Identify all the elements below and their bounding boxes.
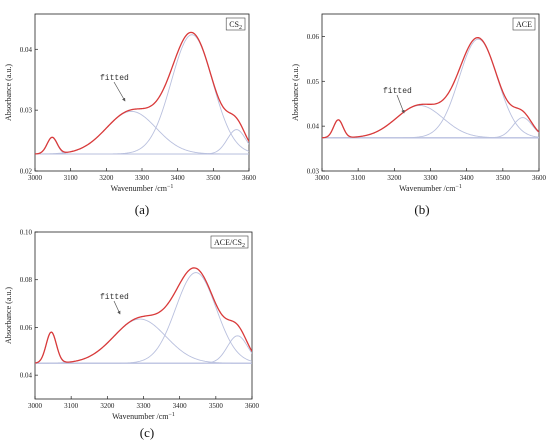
fitted-arrow (113, 81, 126, 102)
x-tick-label: 3000 (28, 402, 43, 410)
fitted-annotation: fitted (100, 74, 129, 83)
y-tick-label: 0.08 (20, 276, 33, 284)
fitted-sum-line (35, 267, 252, 364)
chart-panel-2: 3000 3100 3200 3300 3400 3500 3600 0.03 0.04 0.05… (291, 13, 547, 217)
x-tick-label: 3400 (171, 174, 186, 182)
curves (322, 36, 539, 139)
legend-box (225, 17, 246, 31)
chart-panel-1: 3000 3100 3200 3300 3400 3500 3600 0.02 0.03 0.04… (4, 13, 257, 217)
fitted-arrow (396, 94, 405, 114)
x-axis-title: Wavenumber /cm−1 (112, 412, 175, 421)
x-tick-label: 3300 (424, 174, 439, 182)
x-tick-label: 3300 (137, 402, 152, 410)
component-peak-4 (35, 335, 252, 364)
x-axis-title-exponent: −1 (456, 184, 462, 190)
component-peak-2 (35, 318, 252, 364)
panel-caption: (c) (140, 425, 154, 440)
x-tick-label: 3100 (64, 402, 79, 410)
y-tick-label: 0.04 (307, 123, 320, 131)
legend-box (210, 235, 249, 249)
legend-label: ACE (516, 20, 532, 29)
x-axis-title: Wavenumber /cm−1 (111, 184, 174, 193)
x-tick-label: 3200 (100, 402, 115, 410)
fitted-annotation: fitted (383, 87, 412, 96)
plot-frame (321, 13, 540, 172)
fitted-sum-line (322, 36, 539, 139)
fitted-sum-line (35, 31, 249, 155)
x-axis-title-exponent: −1 (169, 412, 175, 418)
y-tick-label: 0.04 (20, 372, 33, 380)
x-tick-label: 3600 (242, 174, 257, 182)
y-tick-label: 0.05 (307, 78, 320, 86)
panel-caption: (a) (135, 202, 149, 217)
y-axis-title: Absorbance (a.u.) (4, 64, 13, 121)
component-peak-1 (322, 119, 539, 139)
x-tick-label: 3600 (532, 174, 547, 182)
x-tick-label: 3300 (135, 174, 150, 182)
plot-frame (34, 231, 253, 400)
curves (35, 31, 249, 155)
x-tick-label: 3600 (245, 402, 260, 410)
curves (35, 267, 252, 364)
y-tick-label: 0.02 (20, 168, 33, 176)
x-tick-label: 3500 (206, 174, 221, 182)
fitted-annotation: fitted (100, 293, 129, 302)
x-tick-label: 3200 (99, 174, 114, 182)
legend-box (512, 17, 536, 31)
y-axis-title: Absorbance (a.u.) (291, 64, 300, 121)
x-tick-label: 3000 (28, 174, 43, 182)
x-tick-label: 3500 (209, 402, 224, 410)
component-peak-4 (322, 117, 539, 139)
legend-subscript: 2 (239, 25, 242, 31)
y-tick-label: 0.03 (20, 107, 33, 115)
x-tick-label: 3400 (173, 402, 188, 410)
panel-caption: (b) (414, 202, 429, 217)
component-peak-3 (322, 38, 539, 139)
x-tick-label: 3100 (351, 174, 366, 182)
x-tick-label: 3400 (460, 174, 475, 182)
x-tick-label: 3500 (496, 174, 511, 182)
component-peak-1 (35, 331, 252, 364)
component-peak-4 (35, 129, 249, 155)
x-axis-title: Wavenumber /cm−1 (399, 184, 462, 193)
x-tick-label: 3200 (387, 174, 402, 182)
y-tick-label: 0.03 (307, 168, 320, 176)
x-tick-label: 3100 (64, 174, 79, 182)
y-tick-label: 0.04 (20, 46, 33, 54)
component-peak-3 (35, 272, 252, 364)
chart-panel-3: 3000 3100 3200 3300 3400 3500 3600 0.04 0.06 0.08… (4, 229, 260, 441)
fitted-arrow (113, 300, 121, 315)
y-tick-label: 0.10 (20, 229, 33, 237)
y-tick-label: 0.06 (307, 33, 320, 41)
legend-label: CS2 (229, 20, 242, 31)
y-tick-label: 0.06 (20, 324, 33, 332)
legend-subscript: 2 (242, 243, 245, 249)
x-axis-title-exponent: −1 (167, 184, 173, 190)
x-tick-label: 3000 (315, 174, 330, 182)
legend-label: ACE/CS2 (214, 238, 245, 249)
y-axis-title: Absorbance (a.u.) (4, 287, 13, 344)
